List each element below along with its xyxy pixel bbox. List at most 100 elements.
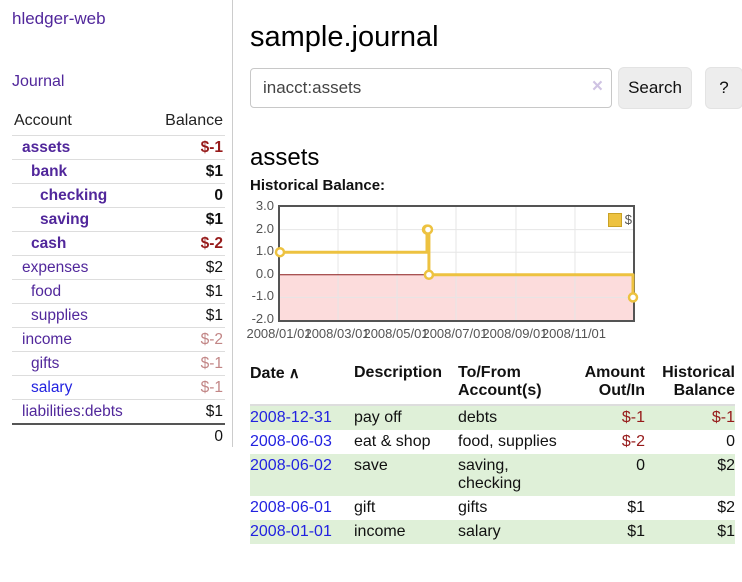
accounts-header-account: Account bbox=[14, 112, 72, 129]
transaction-balance: $2 bbox=[717, 457, 735, 474]
transaction-accounts: salary bbox=[458, 523, 501, 540]
sidebar-account-link[interactable]: salary bbox=[31, 378, 73, 396]
transaction-description: save bbox=[354, 457, 388, 474]
register-header-date[interactable]: Date ∧ bbox=[250, 362, 346, 406]
x-axis-tick-label: 2008/09/01 bbox=[482, 326, 548, 341]
register-header-amount: Amount Out/In bbox=[568, 362, 645, 406]
account-balance: $-1 bbox=[200, 138, 223, 156]
clear-search-icon[interactable]: × bbox=[591, 76, 603, 97]
legend-swatch-icon bbox=[607, 212, 622, 227]
search-button[interactable]: Search bbox=[618, 67, 692, 109]
account-rows: assets $-1 bank $1 checking 0 saving $1 cash $-2 e… bbox=[12, 136, 225, 423]
account-balance: $1 bbox=[205, 210, 223, 228]
account-row: cash $-2 bbox=[12, 232, 225, 256]
accounts-table: Account Balance assets $-1 bank $1 checking 0… bbox=[12, 110, 225, 446]
transaction-accounts: food, supplies bbox=[458, 433, 557, 450]
sidebar-item-journal[interactable]: Journal bbox=[12, 73, 65, 90]
sidebar-account-link[interactable]: supplies bbox=[31, 306, 88, 324]
sidebar-account-link[interactable]: assets bbox=[22, 138, 71, 156]
transaction-amount: $1 bbox=[627, 523, 645, 540]
account-balance: $1 bbox=[205, 162, 223, 180]
account-balance: $1 bbox=[205, 402, 223, 420]
sidebar-account-link[interactable]: gifts bbox=[31, 354, 60, 372]
sidebar-account-link[interactable]: liabilities:debts bbox=[22, 402, 123, 420]
y-axis-tick-label: 0.0 bbox=[255, 265, 274, 281]
account-row: gifts $-1 bbox=[12, 352, 225, 376]
table-row: 2008-06-01 gift gifts $1 $2 bbox=[250, 496, 735, 520]
register-rows: 2008-12-31 pay off debts $-1 $-1 2008-06-03 ea… bbox=[250, 405, 735, 544]
account-row: checking 0 bbox=[12, 184, 225, 208]
help-button[interactable]: ? bbox=[705, 67, 742, 109]
page-title: sample.journal bbox=[250, 21, 439, 54]
sidebar: hledger-web Journal Account Balance asse… bbox=[0, 0, 233, 447]
accounts-header-balance: Balance bbox=[165, 112, 223, 129]
y-axis-tick-label: 1.0 bbox=[255, 243, 274, 259]
y-axis-tick-label: 3.0 bbox=[255, 198, 274, 213]
account-row: saving $1 bbox=[12, 208, 225, 232]
sidebar-account-link[interactable]: income bbox=[22, 330, 72, 348]
table-row: 2008-12-31 pay off debts $-1 $-1 bbox=[250, 405, 735, 430]
chart-title: Historical Balance: bbox=[250, 177, 386, 194]
accounts-total: 0 bbox=[12, 423, 225, 446]
transaction-amount: $1 bbox=[627, 499, 645, 516]
transaction-balance: $-1 bbox=[711, 409, 735, 426]
account-balance: 0 bbox=[214, 186, 223, 204]
account-row: bank $1 bbox=[12, 160, 225, 184]
transaction-accounts: gifts bbox=[458, 499, 488, 516]
transaction-amount: 0 bbox=[636, 457, 645, 474]
table-row: 2008-06-02 save saving, checking 0 $2 bbox=[250, 454, 735, 496]
transaction-date-link[interactable]: 2008-06-02 bbox=[250, 457, 332, 474]
account-row: supplies $1 bbox=[12, 304, 225, 328]
historical-balance-chart: 3.0 2.0 1.0 0.0 -1.0 -2.0 2008/01/01 2008/03/0… bbox=[246, 198, 736, 350]
account-row: income $-2 bbox=[12, 328, 225, 352]
y-axis-tick-label: -2.0 bbox=[251, 311, 274, 326]
account-row: salary $-1 bbox=[12, 376, 225, 400]
date-header-label: Date bbox=[250, 365, 285, 382]
register-header-row: Date ∧ Description To/From Account(s) Amo… bbox=[250, 362, 735, 406]
sidebar-account-link[interactable]: expenses bbox=[22, 258, 89, 276]
app-title-link[interactable]: hledger-web bbox=[12, 9, 106, 28]
register-table: Date ∧ Description To/From Account(s) Amo… bbox=[250, 362, 735, 544]
chart-legend: $ bbox=[607, 212, 632, 227]
search-bar: × Search ? bbox=[250, 67, 742, 109]
transaction-date-link[interactable]: 2008-12-31 bbox=[250, 409, 332, 426]
table-row: 2008-06-03 eat & shop food, supplies $-2 0 bbox=[250, 430, 735, 454]
legend-label: $ bbox=[624, 212, 632, 227]
x-axis-tick-label: 2008/05/01 bbox=[363, 326, 429, 341]
transaction-date-link[interactable]: 2008-06-03 bbox=[250, 433, 332, 450]
transaction-accounts: saving, checking bbox=[458, 457, 522, 492]
table-row: 2008-01-01 income salary $1 $1 bbox=[250, 520, 735, 544]
transaction-description: income bbox=[354, 523, 406, 540]
account-balance: $-2 bbox=[200, 330, 223, 348]
transaction-amount: $-2 bbox=[621, 433, 645, 450]
y-axis-tick-label: -1.0 bbox=[251, 288, 274, 304]
transaction-accounts: debts bbox=[458, 409, 498, 426]
account-row: food $1 bbox=[12, 280, 225, 304]
transaction-description: eat & shop bbox=[354, 433, 431, 450]
account-row: expenses $2 bbox=[12, 256, 225, 280]
sort-ascending-icon: ∧ bbox=[288, 365, 300, 382]
sidebar-account-link[interactable]: checking bbox=[40, 186, 108, 204]
sidebar-account-link[interactable]: saving bbox=[40, 210, 90, 228]
x-axis-tick-label: 2008/03/01 bbox=[304, 326, 370, 341]
account-balance: $1 bbox=[205, 306, 223, 324]
x-axis-tick-label: 2008/01/01 bbox=[246, 326, 312, 341]
account-balance: $-1 bbox=[200, 378, 223, 396]
sidebar-account-link[interactable]: food bbox=[31, 282, 62, 300]
transaction-balance: $2 bbox=[717, 499, 735, 516]
search-box: × bbox=[250, 68, 612, 108]
transaction-date-link[interactable]: 2008-01-01 bbox=[250, 523, 332, 540]
register-header-tofrom: To/From Account(s) bbox=[450, 362, 568, 406]
account-balance: $-1 bbox=[200, 354, 223, 372]
x-axis-tick-label: 2008/11/01 bbox=[541, 326, 607, 341]
sidebar-account-link[interactable]: bank bbox=[31, 162, 68, 180]
account-heading: assets bbox=[250, 143, 320, 171]
transaction-balance: 0 bbox=[726, 433, 735, 450]
sidebar-account-link[interactable]: cash bbox=[31, 234, 67, 252]
register-header-balance: Historical Balance bbox=[645, 362, 735, 406]
account-balance: $-2 bbox=[200, 234, 223, 252]
account-row: liabilities:debts $1 bbox=[12, 400, 225, 423]
search-input[interactable] bbox=[250, 68, 612, 108]
transaction-description: gift bbox=[354, 499, 376, 516]
transaction-date-link[interactable]: 2008-06-01 bbox=[250, 499, 332, 516]
